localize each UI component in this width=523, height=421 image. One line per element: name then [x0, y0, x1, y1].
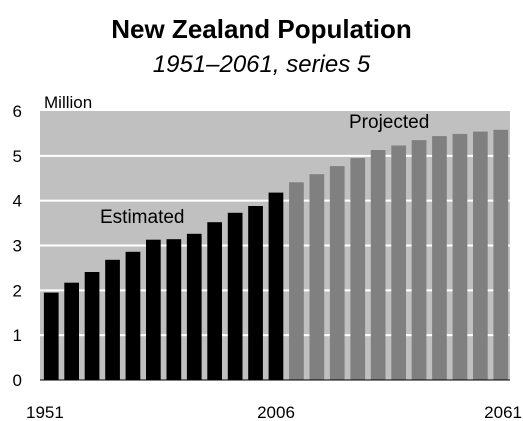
- series-label-estimated: Estimated: [100, 207, 184, 228]
- bar: [391, 145, 406, 380]
- bar: [64, 282, 79, 380]
- bar: [370, 150, 386, 380]
- y-tick-label: 6: [13, 102, 22, 121]
- chart-title: New Zealand Population: [111, 14, 412, 44]
- bar: [207, 222, 222, 380]
- y-tick-label: 1: [13, 326, 22, 345]
- bar: [452, 133, 468, 380]
- x-tick-label: 2006: [257, 403, 295, 421]
- y-tick-label: 5: [13, 147, 22, 166]
- bar: [166, 239, 182, 380]
- bar: [432, 136, 447, 380]
- bar: [473, 131, 488, 380]
- y-tick-label: 2: [13, 281, 22, 300]
- bar: [493, 129, 509, 380]
- y-tick-label: 4: [13, 192, 22, 211]
- x-axis-ticks: 1951 2006 2061: [26, 403, 522, 421]
- bar: [309, 174, 325, 380]
- bar: [186, 233, 202, 380]
- bar: [411, 140, 427, 380]
- bar: [268, 192, 284, 380]
- bar: [350, 158, 366, 380]
- y-axis-label: Million: [44, 93, 92, 112]
- bar: [84, 272, 100, 380]
- bar: [248, 206, 263, 380]
- y-tick-label: 0: [13, 371, 22, 390]
- y-axis-ticks: 0 1 2 3 4 5 6: [13, 102, 22, 390]
- series-label-projected: Projected: [349, 112, 429, 133]
- bar: [289, 182, 304, 380]
- x-tick-label: 2061: [484, 403, 522, 421]
- bar: [329, 166, 345, 380]
- x-tick-label: 1951: [26, 403, 64, 421]
- bar: [43, 292, 59, 380]
- bar: [146, 239, 161, 380]
- y-tick-label: 3: [13, 237, 22, 256]
- bar: [105, 259, 120, 380]
- bar: [125, 251, 141, 380]
- chart-subtitle: 1951–2061, series 5: [152, 51, 371, 78]
- bars: [43, 129, 509, 380]
- bar: [227, 212, 243, 380]
